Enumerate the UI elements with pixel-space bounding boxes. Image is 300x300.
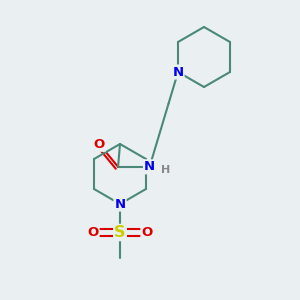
Text: S: S <box>114 225 126 240</box>
Text: O: O <box>141 226 153 239</box>
Text: H: H <box>161 165 171 176</box>
Text: N: N <box>114 197 126 211</box>
Text: N: N <box>144 160 155 173</box>
Text: O: O <box>87 226 99 239</box>
Text: N: N <box>172 65 184 79</box>
Text: O: O <box>94 138 105 151</box>
